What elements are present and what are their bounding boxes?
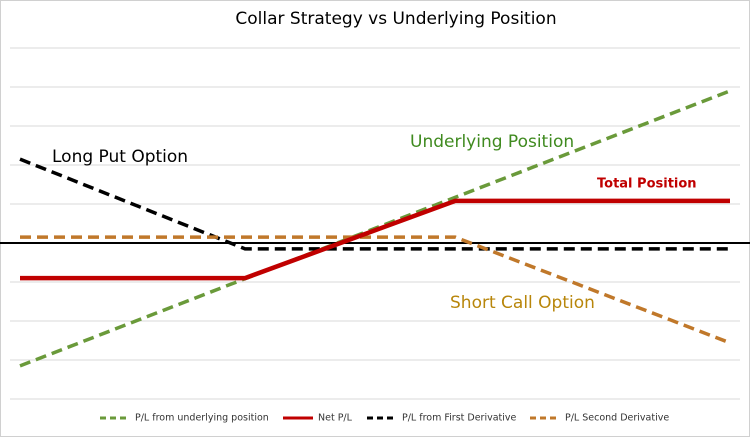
annotation: Long Put Option [52,147,188,167]
annotation: Total Position [597,177,697,192]
annotation: Underlying Position [410,132,574,152]
annotation: Short Call Option [450,293,595,313]
series-line [20,198,730,281]
series-line [19,157,730,251]
legend-label: P/L from First Derivative [402,413,517,424]
legend-label: P/L from underlying position [135,413,269,424]
chart-title: Collar Strategy vs Underlying Position [235,9,556,29]
legend-label: Net P/L [318,413,353,424]
legend-label: P/L Second Derivative [565,413,669,424]
series-line [20,235,731,345]
